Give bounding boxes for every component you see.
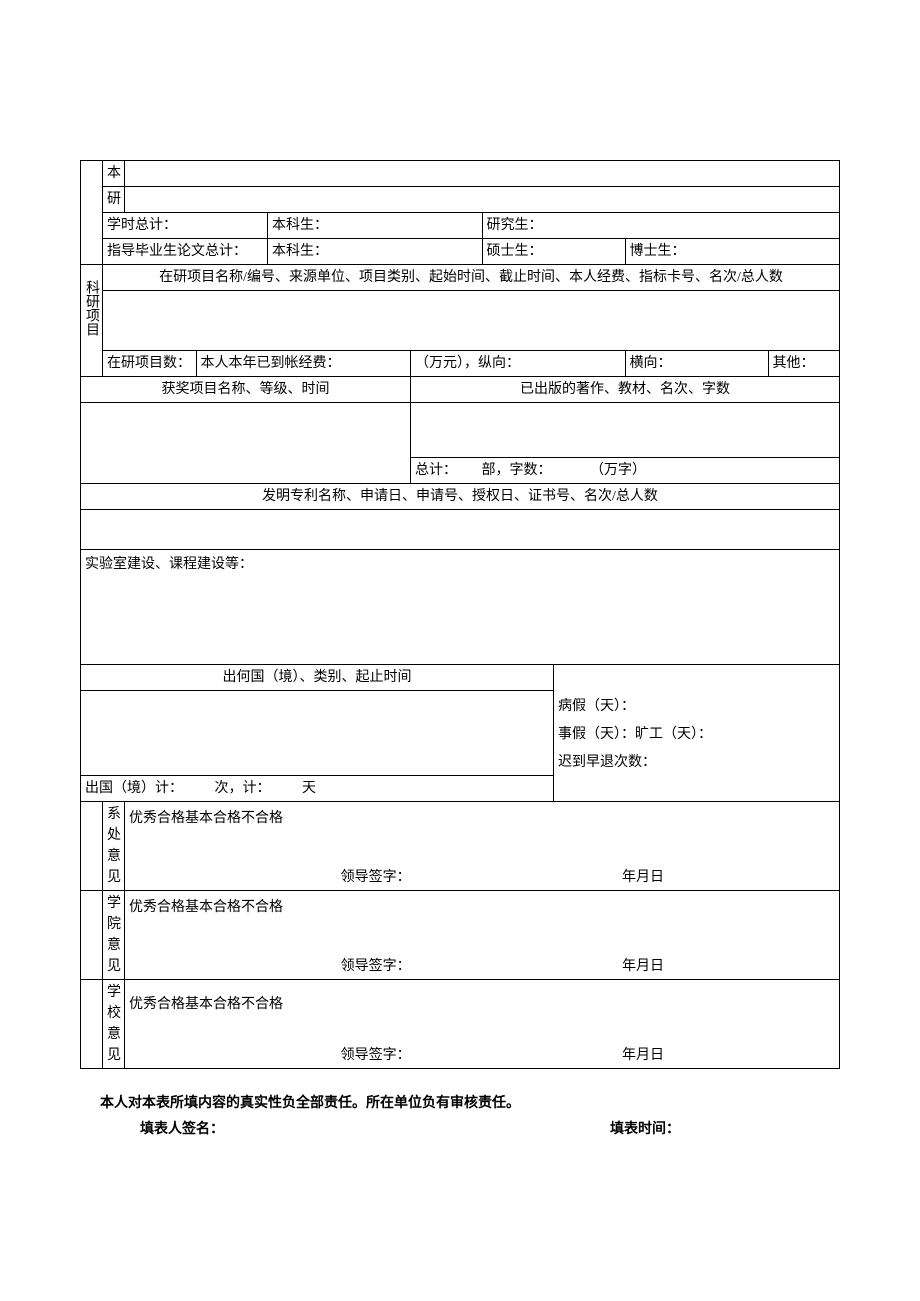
abroad-total-label: 出国（境）计： <box>85 781 183 796</box>
abroad-header: 出何国（境）、类别、起止时间 <box>81 665 554 691</box>
school-date: 年月日 <box>414 1045 664 1066</box>
wan-zi-label: （万字） <box>590 463 646 478</box>
dept-opinion-cell: 优秀合格基本合格不合格 领导签字： 年月日 <box>125 802 840 891</box>
school-opinion-cell: 优秀合格基本合格不合格 领导签字： 年月日 <box>125 980 840 1069</box>
teaching-side-cell <box>81 161 103 213</box>
undergrad-label-2: 本科生： <box>268 239 483 265</box>
patent-header: 发明专利名称、申请日、申请号、授权日、证书号、名次/总人数 <box>81 484 840 510</box>
publications-content <box>411 403 840 458</box>
bu-words-label: 部，字数： <box>482 463 552 478</box>
grad-label: 研究生： <box>482 213 840 239</box>
dept-opinion-label: 系处意见 <box>103 802 125 891</box>
college-leader-sign: 领导签字： <box>125 956 411 977</box>
proj-count-label: 在研项目数： <box>103 351 197 377</box>
publications-total: 总计： 部，字数： （万字） <box>411 458 840 484</box>
school-leader-sign: 领导签字： <box>125 1045 411 1066</box>
other-label: 其他： <box>768 351 840 377</box>
thesis-total-label: 指导毕业生论文总计： <box>103 239 268 265</box>
times-days-label: 次，计： <box>215 781 271 796</box>
abroad-total-row: 出国（境）计： 次，计： 天 <box>81 776 554 802</box>
dept-date: 年月日 <box>414 867 664 888</box>
undergrad-label-1: 本科生： <box>268 213 483 239</box>
proj-header: 在研项目名称/编号、来源单位、项目类别、起始时间、截止时间、本人经费、指标卡号、… <box>103 265 840 291</box>
lab-course-label: 实验室建设、课程建设等： <box>85 557 253 572</box>
late-count: 迟到早退次数： <box>558 749 835 777</box>
days-label: 天 <box>302 781 316 796</box>
yan-content <box>125 187 840 213</box>
college-opinion-cell: 优秀合格基本合格不合格 领导签字： 年月日 <box>125 891 840 980</box>
awards-header: 获奖项目名称、等级、时间 <box>81 377 411 403</box>
school-rating: 优秀合格基本合格不合格 <box>129 997 283 1012</box>
publications-header: 已出版的著作、教材、名次、字数 <box>411 377 840 403</box>
college-rating: 优秀合格基本合格不合格 <box>129 900 283 915</box>
side-cell-2 <box>81 239 103 265</box>
leave-cell: 病假（天）： 事假（天）：旷工（天）： 迟到早退次数： <box>554 665 840 802</box>
hours-total-label: 学时总计： <box>103 213 268 239</box>
sick-leave: 病假（天）： <box>558 693 835 721</box>
fund-arrived-label: 本人本年已到帐经费： <box>196 351 411 377</box>
side-cell-3 <box>81 351 103 377</box>
abroad-content <box>81 691 554 776</box>
wan-yuan-label: （万元），纵向： <box>411 351 626 377</box>
opinion-pad-1 <box>81 802 103 891</box>
personal-leave: 事假（天）：旷工（天）： <box>558 721 835 749</box>
horizontal-label: 横向： <box>625 351 768 377</box>
opinion-pad-3 <box>81 980 103 1069</box>
dept-leader-sign: 领导签字： <box>125 867 411 888</box>
research-proj-label: 科研项目 <box>81 265 103 351</box>
filler-sign-label: 填表人签名： <box>140 1118 224 1138</box>
signature-row: 填表人签名： 填表时间： <box>80 1118 840 1138</box>
awards-content <box>81 403 411 484</box>
assessment-form-table: 本 研 学时总计： 本科生： 研究生： 指导毕业生论文总计： 本科生： 硕士生：… <box>80 160 840 1069</box>
yan-label: 研 <box>103 187 125 213</box>
college-date: 年月日 <box>414 956 664 977</box>
ben-content <box>125 161 840 187</box>
master-label: 硕士生： <box>482 239 625 265</box>
dept-rating: 优秀合格基本合格不合格 <box>129 811 283 826</box>
lab-course-cell: 实验室建设、课程建设等： <box>81 550 840 665</box>
college-opinion-label: 学院意见 <box>103 891 125 980</box>
fill-time-label: 填表时间： <box>610 1118 680 1138</box>
ben-label: 本 <box>103 161 125 187</box>
total-label: 总计： <box>415 463 457 478</box>
patent-content <box>81 510 840 550</box>
responsibility-statement: 本人对本表所填内容的真实性负全部责任。所在单位负有审核责任。 <box>80 1087 840 1118</box>
school-opinion-label: 学校意见 <box>103 980 125 1069</box>
side-cell-1 <box>81 213 103 239</box>
proj-content <box>103 291 840 351</box>
doctor-label: 博士生： <box>625 239 840 265</box>
opinion-pad-2 <box>81 891 103 980</box>
